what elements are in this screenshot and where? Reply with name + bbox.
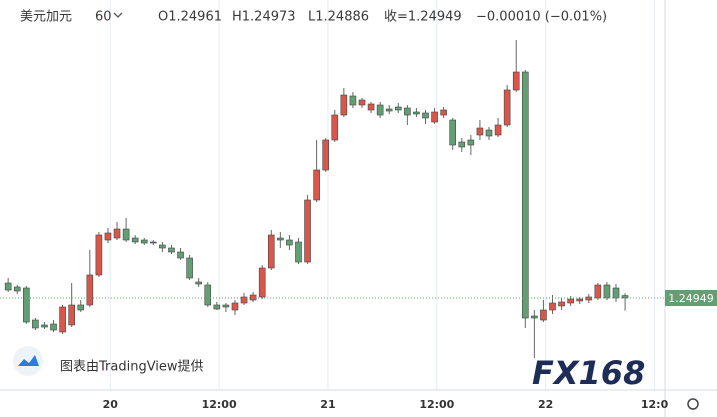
logo-circle <box>13 346 43 376</box>
candle-body <box>177 251 184 259</box>
candle-body <box>440 109 447 116</box>
candle-body <box>95 234 103 276</box>
x-tick-label: 12:00 <box>202 398 237 411</box>
candle-body <box>385 108 393 112</box>
candle-body <box>594 284 602 299</box>
candle-body <box>295 241 302 263</box>
candle-body <box>213 304 221 310</box>
candle-body <box>231 302 239 311</box>
candle-body <box>512 71 520 91</box>
candle-body <box>422 112 429 119</box>
candle-body <box>549 302 556 311</box>
open-label: O1.24961 <box>158 10 222 25</box>
candle-body <box>68 304 75 326</box>
candle-body <box>376 104 384 116</box>
candle-body <box>286 239 293 246</box>
candle-body <box>494 124 502 136</box>
interval-chevron[interactable] <box>113 12 123 18</box>
candle-body <box>340 94 348 116</box>
settings-icon[interactable] <box>687 398 699 410</box>
change-label: −0.00010 (−0.01%) <box>476 10 607 25</box>
attribution[interactable]: 图表由TradingView提供 <box>60 359 204 375</box>
candle-body <box>13 286 21 292</box>
x-tick-label: 20 <box>103 398 119 411</box>
candle-body <box>32 319 39 329</box>
x-tick-label: 12:00 <box>419 398 454 411</box>
candle-body <box>23 287 30 323</box>
candle-body <box>104 232 112 241</box>
candle-body <box>521 71 529 319</box>
candle-body <box>195 281 202 285</box>
x-tick-label: 21 <box>320 398 335 411</box>
candle-body <box>567 298 574 304</box>
candle-body <box>404 107 411 116</box>
candle-body <box>621 295 629 299</box>
x-tick-label: 12:0 <box>641 398 669 411</box>
candle-body <box>113 228 121 239</box>
candle-body <box>358 99 366 106</box>
candle-body <box>140 239 148 244</box>
candle-body <box>304 199 311 263</box>
candle-body <box>240 296 248 304</box>
candle-body <box>603 284 611 299</box>
interval: 60 <box>95 10 112 25</box>
candle-body <box>50 323 57 331</box>
candle-body <box>258 267 266 298</box>
last-price-label: 1.24949 <box>668 292 714 305</box>
candle-body <box>131 237 139 243</box>
logo-mark <box>18 355 39 366</box>
candle-body <box>540 309 547 321</box>
candle-body <box>186 257 193 279</box>
grid <box>109 0 656 390</box>
candle-body <box>467 139 475 146</box>
candle-body <box>150 241 157 244</box>
x-tick-label: 22 <box>538 398 553 411</box>
candle-body <box>476 127 484 136</box>
candle-body <box>168 247 175 253</box>
candle-body <box>485 129 493 137</box>
candle-body <box>277 237 284 241</box>
candle-body <box>503 89 511 126</box>
candle-body <box>576 298 584 302</box>
candle-body <box>41 324 48 328</box>
tv-logo <box>13 346 43 376</box>
candle-body <box>449 119 457 146</box>
candle-body <box>458 141 466 148</box>
candle-body <box>394 106 402 111</box>
candle-body <box>558 301 565 307</box>
candle-body <box>349 95 357 106</box>
candle-body <box>204 284 212 306</box>
candles <box>4 40 629 358</box>
candle-body <box>612 287 620 299</box>
candle-body <box>331 114 339 141</box>
low-label: L1.24886 <box>308 10 369 25</box>
candle-body <box>222 304 230 308</box>
symbol: 美元加元 <box>20 10 72 25</box>
candle-body <box>4 282 12 291</box>
candle-body <box>531 315 538 319</box>
watermark: FX168 <box>532 354 645 392</box>
candle-body <box>413 111 420 115</box>
candle-body <box>313 169 320 201</box>
last-price-tag <box>665 290 717 306</box>
candle-body <box>77 304 85 311</box>
candle-body <box>86 274 94 306</box>
candle-body <box>431 111 438 123</box>
candle-body <box>59 306 66 333</box>
close-label: 收=1.24949 <box>384 10 462 25</box>
candle-body <box>159 244 166 249</box>
gear[interactable] <box>687 398 699 410</box>
candle-body <box>367 103 375 111</box>
candle-body <box>322 139 329 171</box>
candle-body <box>122 228 130 241</box>
candle-body <box>267 234 275 269</box>
high-label: H1.24973 <box>232 10 296 25</box>
candle-body <box>249 294 257 301</box>
